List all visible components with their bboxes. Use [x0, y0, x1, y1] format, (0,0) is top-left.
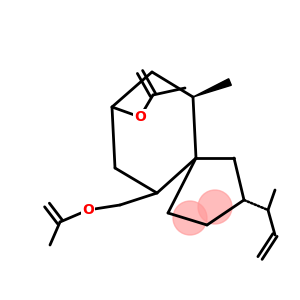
Circle shape: [198, 190, 232, 224]
Text: O: O: [82, 203, 94, 217]
Circle shape: [173, 201, 207, 235]
Text: O: O: [134, 110, 146, 124]
Polygon shape: [193, 79, 231, 97]
